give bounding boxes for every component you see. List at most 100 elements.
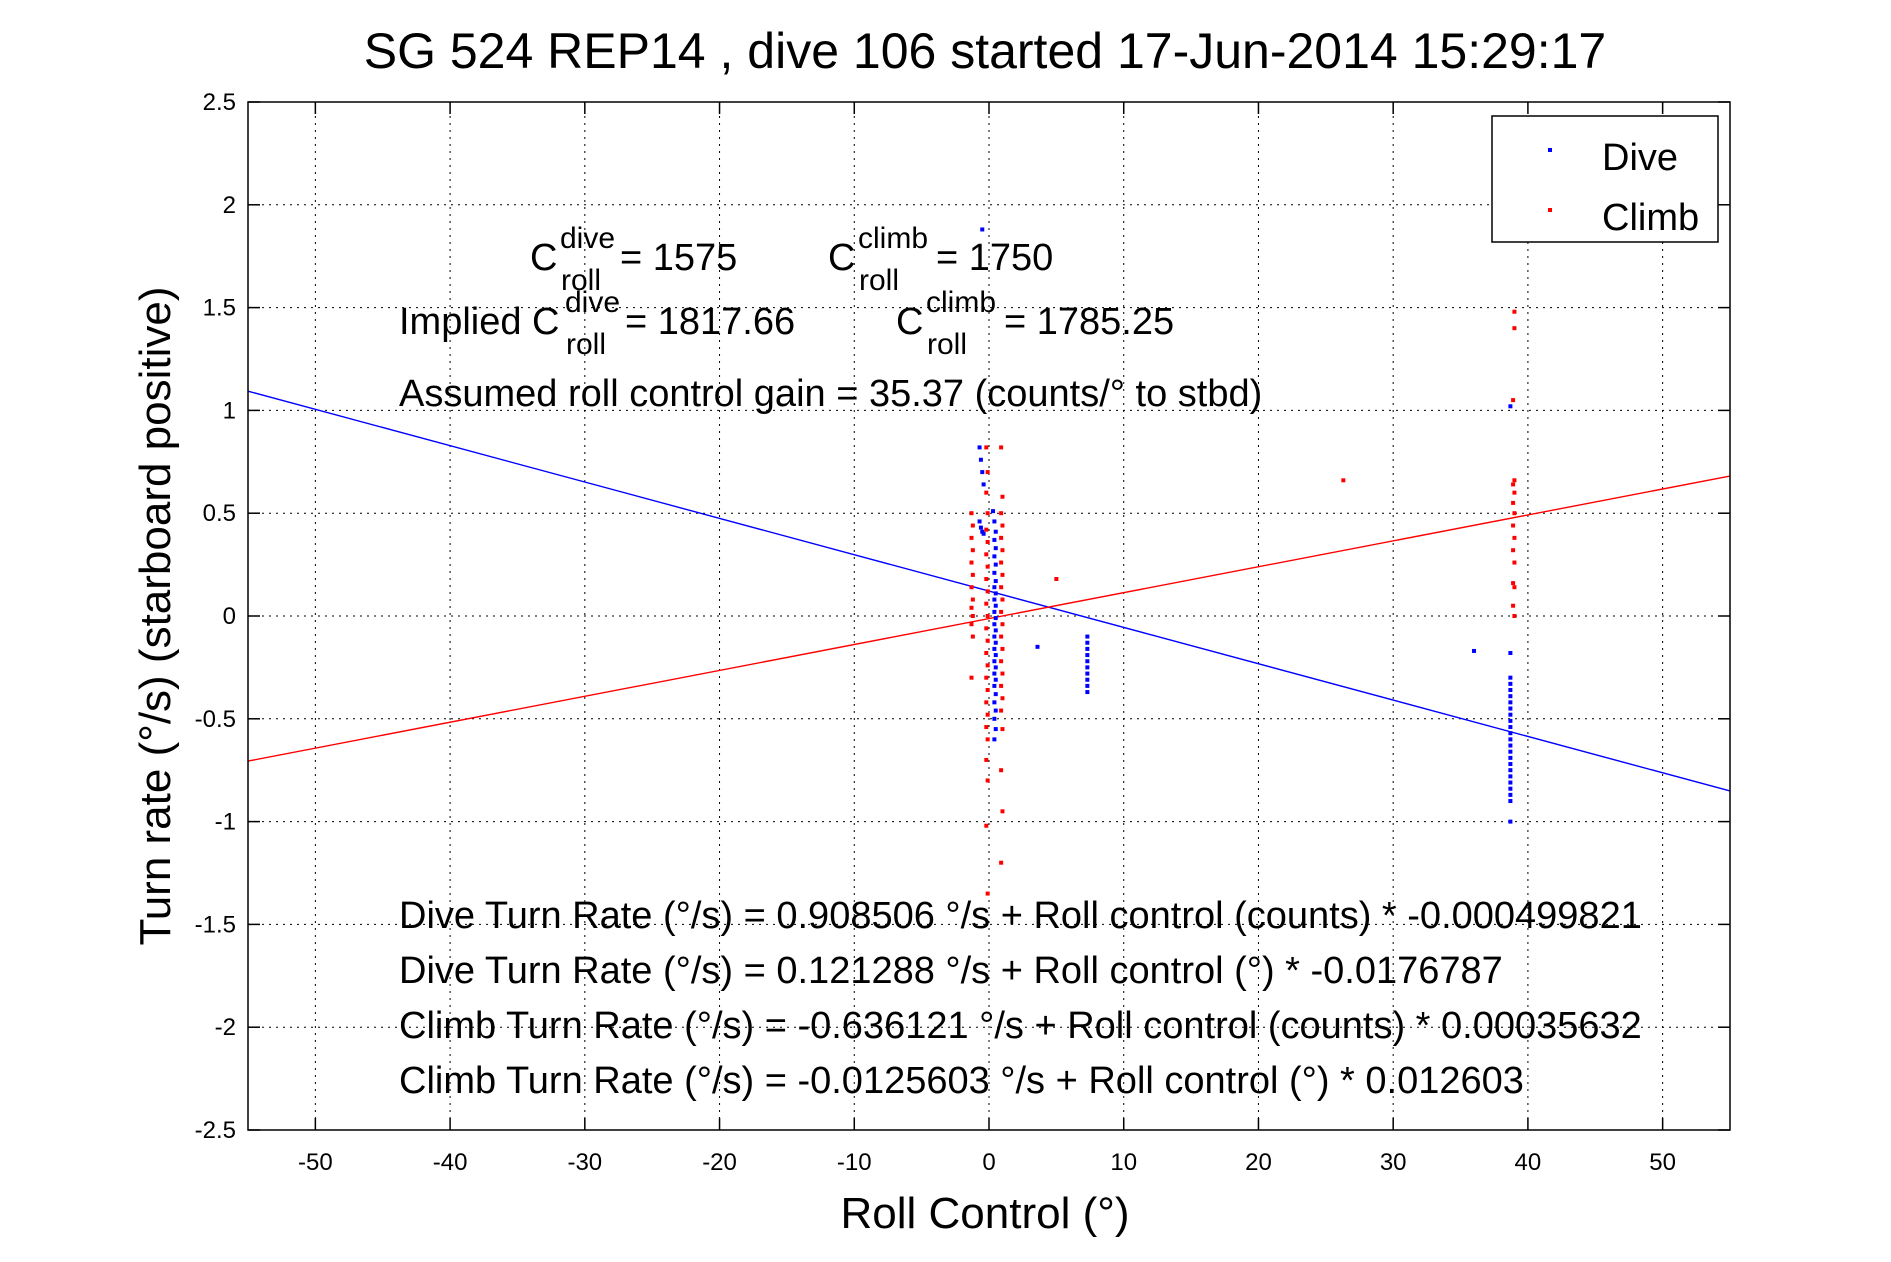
climb-point	[999, 683, 1004, 688]
y-tick-label: -2	[215, 1014, 236, 1041]
climb-point	[985, 589, 990, 594]
data-points	[969, 227, 1517, 896]
implied-dive-sup: dive	[565, 286, 620, 319]
climb-point	[984, 527, 989, 532]
legend: Dive Climb	[1491, 115, 1719, 243]
x-tick-label: 10	[1110, 1149, 1137, 1176]
y-tick-label: 1.5	[203, 295, 236, 322]
equation-climb-counts: Climb Turn Rate (°/s) = -0.636121 °/s + …	[399, 1005, 1642, 1047]
dive-point	[992, 683, 997, 688]
y-tick-label: 0	[223, 603, 236, 630]
climb-point	[1000, 727, 1005, 732]
legend-climb-label: Climb	[1602, 197, 1699, 239]
dive-point	[993, 546, 998, 551]
dive-point	[1085, 646, 1090, 651]
x-tick-label: 50	[1649, 1149, 1676, 1176]
dive-point	[1508, 780, 1513, 785]
climb-point	[969, 535, 974, 540]
y-axis-label: Turn rate (°/s) (starboard positive)	[131, 286, 180, 945]
dive-point	[993, 529, 998, 534]
annotation-gain: Assumed roll control gain = 35.37 (count…	[399, 373, 1262, 415]
dive-point	[1508, 731, 1513, 736]
dive-point	[980, 227, 985, 232]
regression-equations: Dive Turn Rate (°/s) = 0.908506 °/s + Ro…	[399, 895, 1642, 1102]
climb-point	[969, 605, 974, 610]
dive-point	[992, 671, 997, 676]
climb-point	[999, 511, 1004, 516]
x-tick-label: -10	[837, 1149, 872, 1176]
climb-point	[984, 576, 989, 581]
x-tick-label: 30	[1380, 1149, 1407, 1176]
c-roll-dive-sub: roll	[561, 264, 601, 297]
climb-point	[999, 560, 1004, 565]
dive-point	[992, 700, 997, 705]
implied-dive-value: = 1817.66	[625, 301, 795, 343]
annotation-c-roll: C dive roll = 1575 C climb roll = 1750	[530, 222, 1053, 297]
climb-point	[1000, 622, 1005, 627]
dive-point	[1085, 677, 1090, 682]
dive-point	[1508, 743, 1513, 748]
y-tick-label: -1.5	[195, 911, 236, 938]
dive-point	[993, 640, 998, 645]
implied-climb-value: = 1785.25	[1004, 301, 1174, 343]
dive-point	[993, 616, 998, 621]
dive-point	[993, 562, 998, 567]
climb-fit-line	[247, 475, 1731, 762]
climb-point	[985, 470, 990, 475]
climb-point	[1511, 581, 1516, 586]
climb-point	[969, 511, 974, 516]
climb-point	[1054, 576, 1059, 581]
dive-point	[1508, 799, 1513, 804]
dive-point	[1508, 694, 1513, 699]
dive-point	[992, 609, 997, 614]
dive-point	[1508, 768, 1513, 773]
climb-point	[985, 638, 990, 643]
dive-point	[1085, 683, 1090, 688]
dive-point	[980, 529, 985, 534]
climb-point	[985, 712, 990, 717]
dive-point	[993, 579, 998, 584]
x-tick-label: -20	[702, 1149, 737, 1176]
dive-point	[980, 470, 985, 475]
dive-point	[981, 482, 986, 487]
c-roll-climb-symbol: C	[828, 237, 855, 279]
dive-point	[1508, 675, 1513, 680]
climb-point	[985, 663, 990, 668]
dive-point	[992, 554, 997, 559]
dive-point	[993, 653, 998, 658]
climb-point	[1000, 671, 1005, 676]
dive-point	[1508, 749, 1513, 754]
dive-point	[993, 628, 998, 633]
legend-dive-marker	[1548, 148, 1552, 152]
climb-point	[1512, 614, 1517, 618]
climb-point	[999, 445, 1004, 450]
dive-point	[977, 445, 982, 450]
dive-point	[1508, 688, 1513, 693]
climb-point	[1000, 809, 1005, 814]
dive-point	[992, 597, 997, 602]
dive-point	[1508, 725, 1513, 730]
climb-point	[1000, 646, 1005, 651]
dive-point	[992, 570, 997, 575]
climb-point	[985, 891, 990, 896]
dive-point	[1508, 651, 1513, 656]
dive-point	[992, 622, 997, 627]
dive-point	[977, 519, 982, 524]
climb-point	[1000, 548, 1005, 553]
x-tick-label: 40	[1515, 1149, 1542, 1176]
equation-dive-counts: Dive Turn Rate (°/s) = 0.908506 °/s + Ro…	[399, 895, 1642, 937]
dive-point	[992, 737, 997, 742]
climb-point	[984, 700, 989, 705]
x-tick-label: -30	[567, 1149, 602, 1176]
legend-climb-marker	[1548, 208, 1552, 212]
dive-point	[993, 603, 998, 608]
climb-point	[1000, 597, 1005, 602]
climb-point	[984, 757, 989, 762]
c-roll-dive-value: = 1575	[620, 237, 737, 279]
climb-point	[969, 622, 974, 627]
implied-climb-sub: roll	[927, 328, 967, 361]
equation-climb-degrees: Climb Turn Rate (°/s) = -0.0125603 °/s +…	[399, 1060, 1524, 1102]
dive-point	[981, 531, 986, 536]
dive-point	[1472, 648, 1477, 653]
